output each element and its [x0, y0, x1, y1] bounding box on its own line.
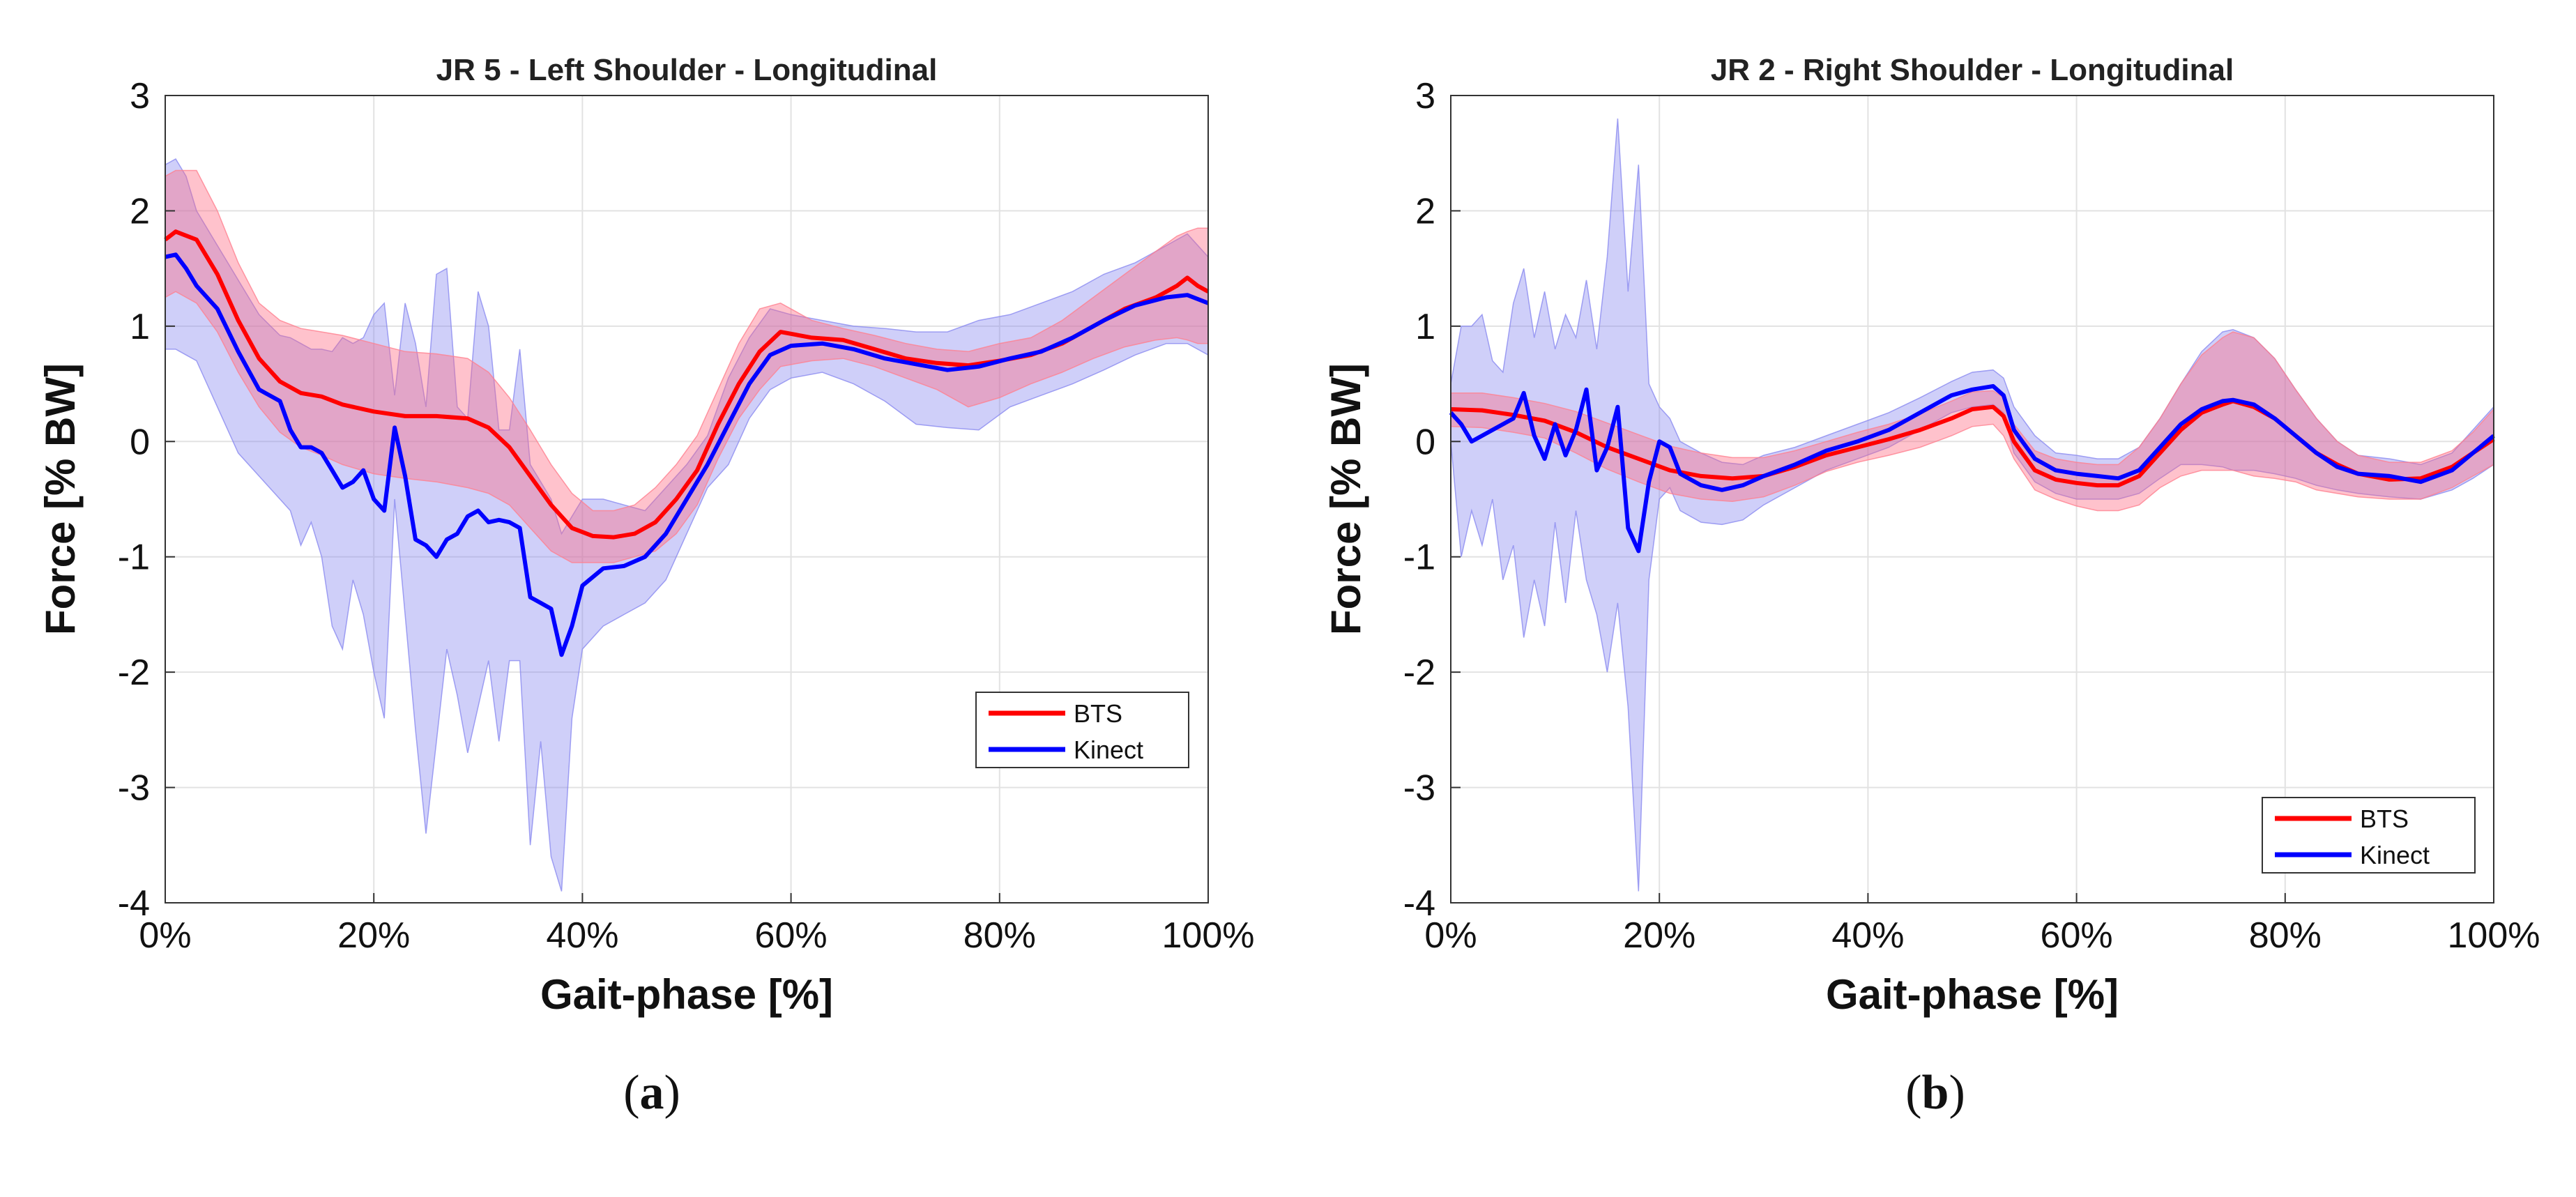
axes-frame: [1450, 95, 2494, 904]
x-tick-label: 0%: [1424, 915, 1477, 956]
y-tick-label: 1: [1415, 307, 1435, 347]
chart-panel-2: 0% 20% 40% 60% 80% 100% 3 2 1 0 -1 -2 -3 -4 JR 2 - Rig…: [1323, 53, 2540, 1120]
legend-label-bts: BTS: [2360, 805, 2409, 833]
x-tick-label: 20%: [1623, 915, 1695, 956]
chart-panel-1: 0% 20% 40% 60% 80% 100% 3 2 1 0 -1 -2 -3 -4 JR 5 - Lef…: [37, 53, 1255, 1120]
axes-frame: [165, 95, 1209, 904]
x-tick-label: 40%: [546, 915, 618, 956]
y-tick-label: 2: [1415, 191, 1435, 231]
series-line-kinect: [165, 252, 1210, 657]
x-tick-label: 100%: [2448, 915, 2540, 956]
y-tick-label: 3: [1415, 76, 1435, 116]
y-axis-label: Force [% BW]: [37, 363, 84, 635]
y-tick-label: 3: [130, 76, 150, 116]
y-tick-label: -3: [118, 768, 150, 809]
x-tick-label: 80%: [963, 915, 1036, 956]
x-tick-label: 40%: [1831, 915, 1904, 956]
y-tick-label: -4: [118, 883, 150, 924]
legend-box: [2262, 797, 2476, 874]
y-tick-label: -1: [118, 537, 150, 578]
legend-label-bts: BTS: [1074, 699, 1122, 728]
y-tick-label: 2: [130, 191, 150, 231]
y-tick-label: 0: [130, 422, 150, 462]
y-tick-label: -2: [118, 653, 150, 693]
legend-label-kinect: Kinect: [2360, 841, 2430, 869]
y-tick-label: -3: [1403, 768, 1435, 809]
y-tick-label: -2: [1403, 653, 1435, 693]
legend: BTS Kinect: [2262, 797, 2476, 874]
x-tick-label: 0%: [139, 915, 191, 956]
x-tick-label: 80%: [2249, 915, 2322, 956]
panel-caption: (a): [623, 1066, 680, 1120]
x-tick-label: 100%: [1162, 915, 1255, 956]
legend: BTS Kinect: [975, 692, 1189, 768]
chart-title: JR 5 - Left Shoulder - Longitudinal: [436, 53, 938, 87]
chart-title: JR 2 - Right Shoulder - Longitudinal: [1711, 53, 2234, 87]
series-line-kinect: [1449, 383, 2495, 554]
x-axis-label: Gait-phase [%]: [1826, 971, 2119, 1018]
y-tick-label: -1: [1403, 537, 1435, 578]
y-tick-label: 1: [130, 307, 150, 347]
legend-box: [975, 692, 1189, 768]
x-tick-label: 20%: [337, 915, 410, 956]
legend-label-kinect: Kinect: [1074, 735, 1143, 764]
panel-caption: (b): [1905, 1066, 1965, 1120]
x-axis-label: Gait-phase [%]: [540, 971, 833, 1018]
y-axis-label: Force [% BW]: [1323, 363, 1369, 635]
y-tick-label: 0: [1415, 422, 1435, 462]
y-tick-label: -4: [1403, 883, 1435, 924]
x-tick-label: 60%: [2041, 915, 2113, 956]
x-tick-label: 60%: [755, 915, 828, 956]
